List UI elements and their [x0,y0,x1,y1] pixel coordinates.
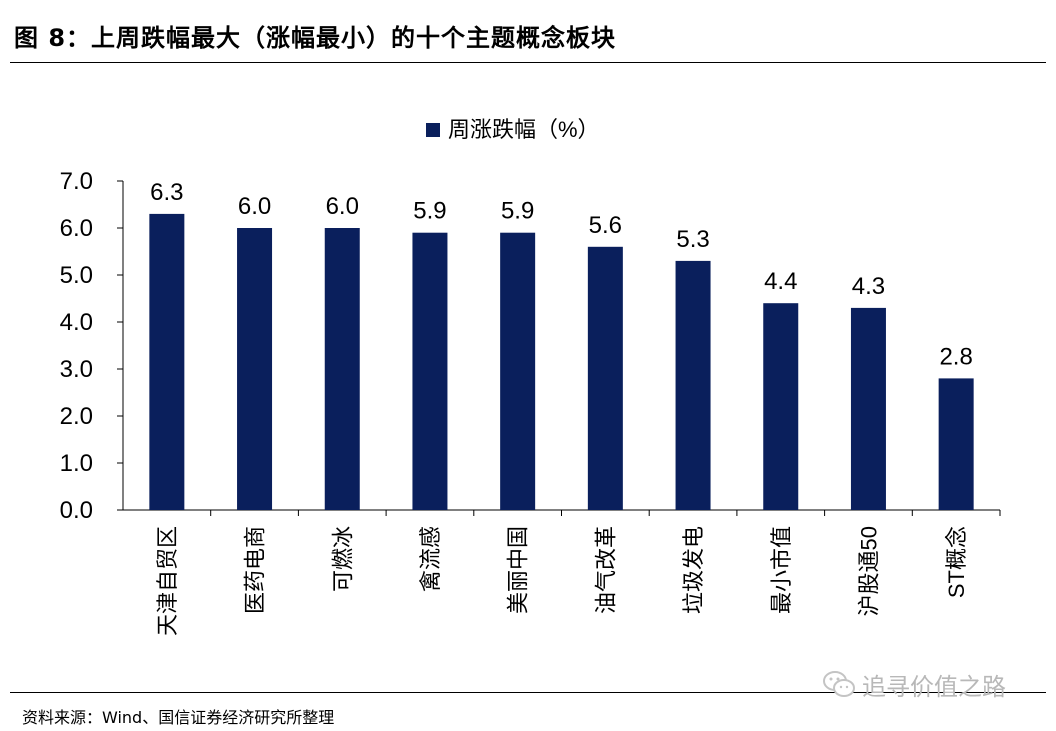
x-tick-label: 垃圾发电 [681,526,706,614]
y-tick-label: 1.0 [60,450,93,477]
bar [763,303,799,510]
bar [412,232,448,510]
x-tick-label: 禽流感 [418,526,443,592]
y-tick-label: 6.0 [60,215,93,242]
data-label: 4.3 [852,273,885,300]
x-tick-label: ST概念 [944,526,969,598]
wechat-icon [823,671,855,697]
bar [500,232,536,510]
y-tick-label: 2.0 [60,403,93,430]
bar [587,246,623,511]
y-tick-label: 5.0 [60,262,93,289]
data-label: 2.8 [939,343,972,370]
x-tick-label: 医药电商 [243,526,268,614]
bar-chart: 周涨跌幅（%） 0.0 1.0 2.0 3.0 4.0 5.0 6.0 7.0 6.3 天津自贸区 6… [60,117,1001,636]
data-label: 4.4 [764,268,797,295]
x-tick-label: 天津自贸区 [155,526,180,636]
data-label: 6.0 [326,193,359,220]
bar [324,228,360,510]
source-note: 资料来源：Wind、国信证券经济研究所整理 [22,708,335,727]
y-tick-label: 0.0 [60,497,93,524]
y-tick-label: 4.0 [60,309,93,336]
data-label: 5.9 [413,198,446,225]
bar [237,228,273,510]
data-label: 6.0 [238,193,271,220]
x-tick-label: 油气改革 [593,526,618,614]
footer-divider [10,692,1046,693]
x-tick-label: 沪股通50 [856,526,881,616]
title-divider [10,62,1046,63]
legend-swatch [426,123,440,137]
bar [938,378,974,510]
bar [149,213,185,510]
legend-label: 周涨跌幅（%） [448,117,600,142]
watermark: 追寻价值之路 [822,666,1006,702]
bar [850,307,886,510]
watermark-text: 追寻价值之路 [862,672,1006,701]
y-tick-label: 7.0 [60,168,93,195]
figure-title: 图 8：上周跌幅最大（涨幅最小）的十个主题概念板块 [14,24,617,52]
x-tick-label: 最小市值 [769,526,794,614]
data-label: 6.3 [150,179,183,206]
x-tick-label: 美丽中国 [506,526,531,614]
bar [675,260,711,510]
data-label: 5.9 [501,198,534,225]
data-label: 5.3 [676,226,709,253]
x-tick-label: 可燃冰 [330,526,355,592]
data-label: 5.6 [589,212,622,239]
y-tick-label: 3.0 [60,356,93,383]
